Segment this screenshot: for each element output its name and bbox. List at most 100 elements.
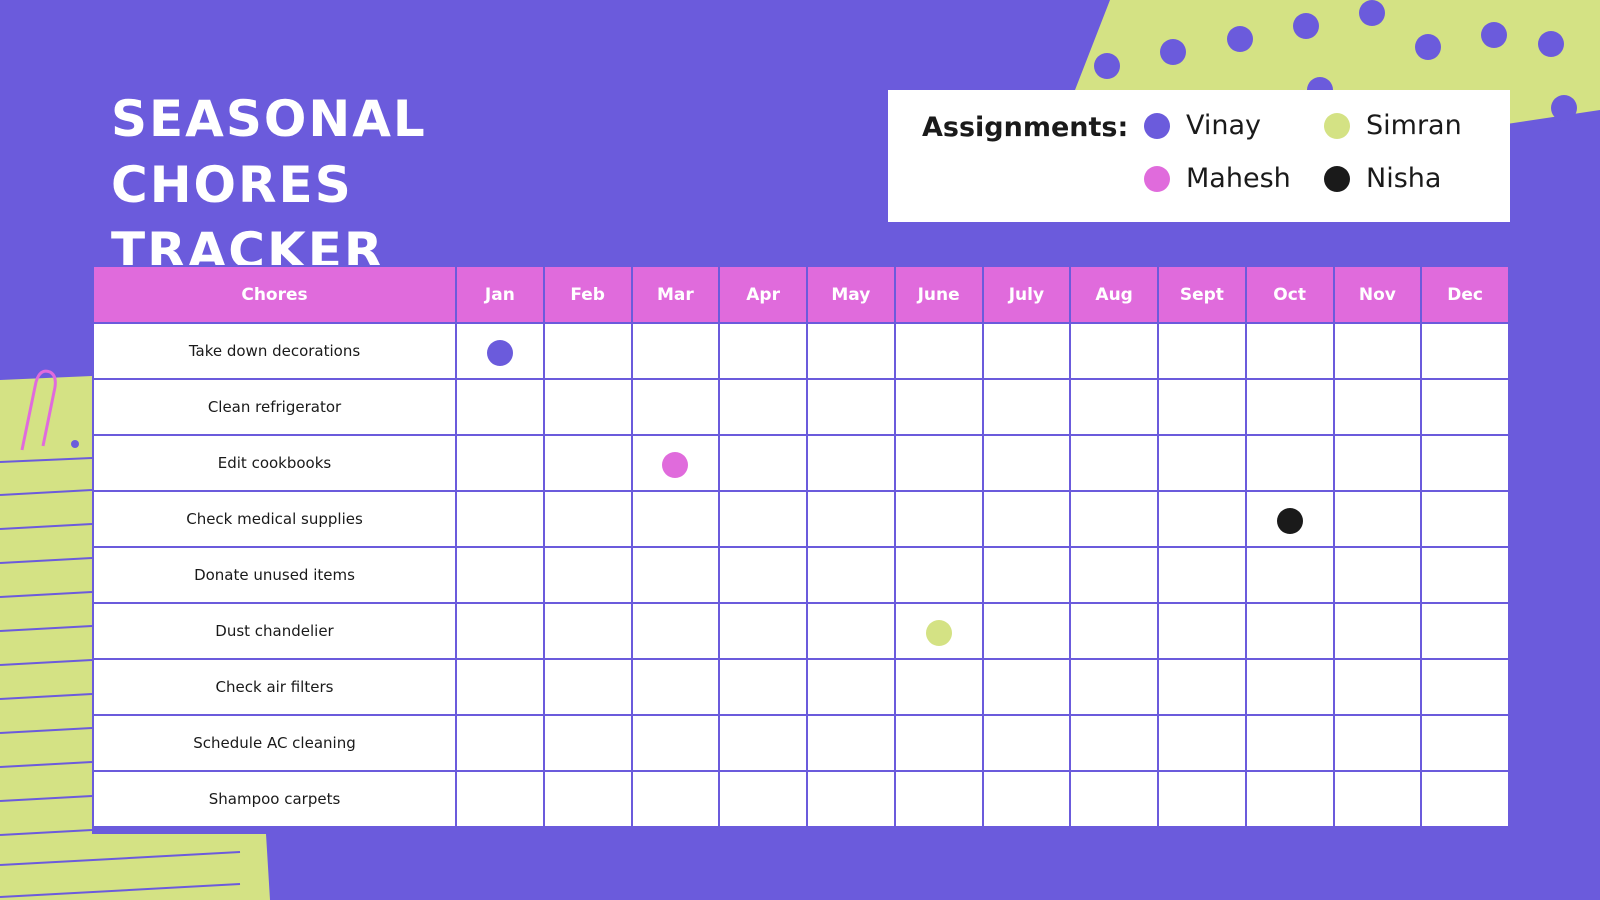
month-cell	[542, 658, 633, 716]
legend-name: Nisha	[1366, 163, 1442, 194]
legend-swatch	[1324, 165, 1350, 192]
month-cell	[981, 322, 1072, 380]
legend-swatch	[1324, 112, 1350, 139]
month-cell	[1157, 546, 1247, 604]
month-cell	[1069, 434, 1159, 492]
month-cell	[981, 714, 1072, 772]
month-cell	[806, 770, 896, 828]
month-cell	[542, 322, 633, 380]
month-cell	[1069, 658, 1159, 716]
month-cell	[981, 490, 1072, 548]
month-cell	[1244, 546, 1335, 604]
month-cell	[981, 434, 1072, 492]
dots-pattern	[1094, 0, 1577, 121]
month-cell	[893, 770, 984, 828]
month-cell	[1244, 378, 1335, 436]
table-row: Edit cookbooks	[92, 434, 1510, 492]
month-cell	[1420, 546, 1510, 604]
month-cell	[455, 546, 545, 604]
month-cell	[1069, 602, 1159, 660]
month-cell	[630, 658, 721, 716]
month-cell	[455, 602, 545, 660]
chores-table: Chores Jan Feb Mar Apr May June July Aug Sept Oct N…	[92, 265, 1510, 828]
month-cell	[1069, 322, 1159, 380]
month-cell	[542, 602, 633, 660]
month-cell	[1420, 770, 1510, 828]
month-cell	[718, 490, 808, 548]
month-cell	[1244, 322, 1335, 380]
month-cell	[455, 322, 545, 380]
month-cell	[1332, 770, 1423, 828]
month-cell	[1420, 490, 1510, 548]
month-cell	[718, 658, 808, 716]
legend-label: Assignments:	[922, 112, 1129, 143]
legend-item: Vinay	[1144, 110, 1261, 141]
month-cell	[455, 378, 545, 436]
month-cell	[893, 546, 984, 604]
month-cell	[1420, 378, 1510, 436]
month-cell	[1332, 546, 1423, 604]
notepad	[0, 376, 270, 900]
month-cell	[1157, 658, 1247, 716]
header-cell: Jan	[455, 265, 545, 324]
month-cell	[1244, 490, 1335, 548]
month-cell	[1244, 602, 1335, 660]
month-cell	[1332, 714, 1423, 772]
month-cell	[893, 714, 984, 772]
notepad-lines	[0, 457, 241, 898]
month-cell	[630, 602, 721, 660]
month-cell	[1244, 658, 1335, 716]
table-row: Donate unused items	[92, 546, 1510, 604]
month-cell	[981, 378, 1072, 436]
month-cell	[542, 546, 633, 604]
legend-item: Mahesh	[1144, 163, 1291, 194]
assignment-dot	[925, 620, 952, 646]
month-cell	[1244, 434, 1335, 492]
month-cell	[893, 490, 984, 548]
month-cell	[542, 490, 633, 548]
legend-name: Simran	[1366, 110, 1462, 141]
table-row: Schedule AC cleaning	[92, 714, 1510, 772]
table-row: Shampoo carpets	[92, 770, 1510, 828]
table-row: Check air filters	[92, 658, 1510, 716]
header-cell: Apr	[718, 265, 808, 324]
month-cell	[1157, 322, 1247, 380]
header-row: Chores Jan Feb Mar Apr May June July Aug Sept Oct N…	[92, 265, 1510, 324]
month-cell	[1157, 434, 1247, 492]
month-cell	[1332, 490, 1423, 548]
month-cell	[893, 658, 984, 716]
month-cell	[806, 434, 896, 492]
assignment-dot	[1276, 508, 1303, 534]
paperclip	[20, 369, 57, 451]
table-row: Take down decorations	[92, 322, 1510, 380]
month-cell	[1069, 490, 1159, 548]
month-cell	[542, 714, 633, 772]
month-cell	[630, 546, 721, 604]
month-cell	[1157, 770, 1247, 828]
month-cell	[542, 434, 633, 492]
month-cell	[455, 434, 545, 492]
month-cell	[1332, 322, 1423, 380]
month-cell	[630, 714, 721, 772]
chore-cell: Check air filters	[92, 658, 457, 716]
month-cell	[1069, 378, 1159, 436]
month-cell	[893, 434, 984, 492]
month-cell	[1157, 714, 1247, 772]
month-cell	[455, 490, 545, 548]
month-cell	[981, 546, 1072, 604]
chore-cell: Clean refrigerator	[92, 378, 457, 436]
month-cell	[455, 658, 545, 716]
month-cell	[542, 378, 633, 436]
month-cell	[1420, 714, 1510, 772]
month-cell	[806, 602, 896, 660]
month-cell	[1332, 602, 1423, 660]
legend-name: Mahesh	[1186, 163, 1291, 194]
month-cell	[718, 322, 808, 380]
month-cell	[1244, 770, 1335, 828]
month-cell	[630, 378, 721, 436]
header-cell: Oct	[1244, 265, 1335, 324]
green-shape	[1075, 0, 1600, 125]
month-cell	[1332, 378, 1423, 436]
header-cell: Nov	[1332, 265, 1423, 324]
